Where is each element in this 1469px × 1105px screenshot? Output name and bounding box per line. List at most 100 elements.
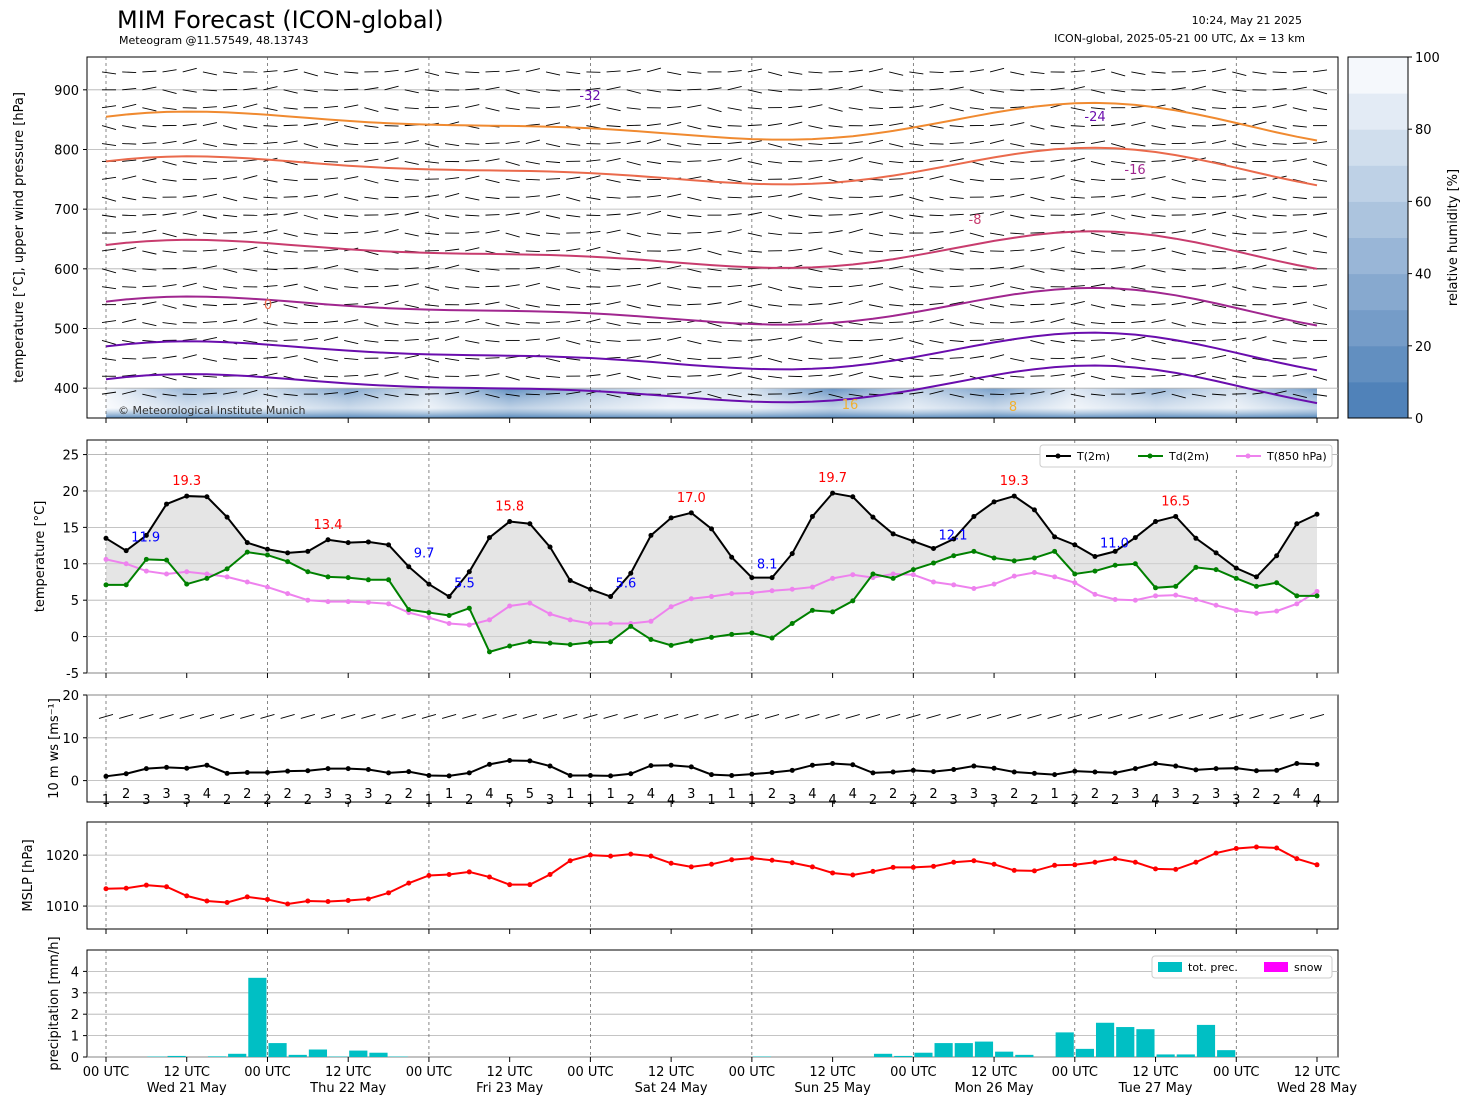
surface-wind-barb bbox=[462, 713, 477, 719]
wind-barb bbox=[142, 196, 157, 199]
wind-barb bbox=[828, 230, 843, 234]
y-tick-label: 25 bbox=[62, 449, 79, 464]
wind-barb bbox=[182, 304, 197, 308]
wind-barb bbox=[505, 69, 520, 73]
wind-barb bbox=[667, 106, 682, 109]
y-tick-label: 1 bbox=[71, 1030, 79, 1045]
surface-wind-barb bbox=[1047, 713, 1062, 719]
wind-barb bbox=[868, 322, 883, 324]
t850-point bbox=[1072, 580, 1078, 586]
wind-barb bbox=[545, 71, 561, 76]
wind-barb bbox=[263, 372, 278, 377]
surface-wind-barb bbox=[845, 713, 860, 719]
wind-barb bbox=[546, 249, 561, 252]
beaufort-label: 3 bbox=[1131, 787, 1139, 802]
wind-barb bbox=[364, 322, 379, 327]
wind-barb bbox=[646, 89, 662, 93]
min-temp-label: 11.0 bbox=[1100, 537, 1129, 552]
wind-barb bbox=[263, 125, 278, 127]
legend-label: snow bbox=[1294, 961, 1322, 974]
wind-barb bbox=[445, 71, 460, 75]
td2m-point bbox=[1294, 593, 1300, 599]
surface-wind-barb bbox=[260, 713, 275, 719]
wind-barb bbox=[727, 178, 742, 183]
wind-barb bbox=[808, 357, 823, 360]
wind-barb bbox=[525, 250, 540, 252]
wind-barb bbox=[384, 107, 399, 111]
wind-barb bbox=[1272, 88, 1287, 91]
td2m-point bbox=[910, 567, 916, 573]
wind-speed-point bbox=[951, 766, 957, 772]
wind-barb bbox=[626, 160, 641, 166]
wind-barb bbox=[566, 286, 581, 289]
beaufort-label: 2 bbox=[889, 787, 897, 802]
surface-wind-barb bbox=[240, 713, 255, 719]
wind-barb bbox=[263, 356, 278, 359]
wind-barb bbox=[828, 250, 843, 255]
wind-barb bbox=[364, 250, 379, 256]
wind-barb bbox=[1111, 232, 1126, 236]
t850-point bbox=[1314, 588, 1320, 594]
wind-barb bbox=[1050, 389, 1065, 395]
surface-wind-barb bbox=[179, 713, 194, 719]
wind-barb bbox=[263, 213, 278, 216]
wind-barb bbox=[1312, 89, 1328, 95]
min-temp-label: 11.9 bbox=[131, 531, 160, 546]
wind-barb bbox=[586, 339, 601, 344]
wind-barb bbox=[566, 357, 581, 361]
wind-barb bbox=[1090, 68, 1106, 73]
wind-barb bbox=[586, 268, 601, 272]
wind-barb bbox=[848, 300, 863, 306]
wind-barb bbox=[1252, 192, 1267, 198]
wind-barb bbox=[485, 178, 500, 184]
wind-barb bbox=[283, 124, 298, 127]
wind-barb bbox=[747, 375, 762, 380]
t850-point bbox=[264, 584, 270, 590]
beaufort-label: 1 bbox=[586, 793, 594, 808]
isotherm-label: 0 bbox=[264, 298, 272, 313]
wind-barb bbox=[1090, 339, 1106, 341]
wind-barb bbox=[1292, 301, 1307, 306]
wind-barb bbox=[929, 390, 944, 395]
wind-barb bbox=[606, 229, 621, 234]
wind-barb bbox=[989, 211, 1005, 216]
wind-barb bbox=[525, 89, 540, 93]
mslp-point bbox=[386, 890, 392, 896]
wind-barb bbox=[1252, 121, 1267, 127]
wind-barb bbox=[1151, 339, 1166, 345]
wind-barb bbox=[485, 268, 500, 271]
wind-barb bbox=[1090, 283, 1106, 288]
precip-bar bbox=[268, 1043, 287, 1057]
wind-barb bbox=[505, 322, 520, 325]
wind-barb bbox=[969, 304, 985, 309]
wind-barb bbox=[929, 247, 944, 252]
wind-barb bbox=[545, 286, 561, 291]
wind-speed-point bbox=[224, 770, 230, 776]
wind-barb bbox=[243, 159, 258, 162]
wind-barb bbox=[303, 286, 318, 292]
max-temp-label: 19.7 bbox=[818, 471, 847, 486]
wind-barb bbox=[747, 68, 762, 73]
wind-barb bbox=[182, 89, 197, 93]
wind-barb bbox=[1131, 193, 1146, 198]
isotherm bbox=[105, 286, 1318, 327]
wind-barb bbox=[727, 125, 742, 127]
wind-barb bbox=[1292, 250, 1307, 255]
surface-wind-barb bbox=[441, 713, 457, 719]
y-axis-label: MSLP [hPa] bbox=[21, 839, 36, 911]
wind-barb bbox=[1252, 71, 1267, 75]
wind-barb bbox=[1111, 71, 1126, 77]
wind-speed-point bbox=[1193, 767, 1199, 773]
wind-barb bbox=[707, 125, 722, 129]
wind-barb bbox=[525, 232, 540, 237]
td2m-point bbox=[850, 598, 856, 604]
mslp-point bbox=[1092, 859, 1098, 865]
wind-barb bbox=[384, 228, 399, 234]
wind-barb bbox=[667, 121, 682, 127]
wind-barb bbox=[1272, 286, 1287, 288]
wind-barb bbox=[1212, 322, 1227, 324]
t850-point bbox=[1031, 570, 1037, 576]
wind-barb bbox=[586, 246, 601, 252]
beaufort-label: 3 bbox=[344, 793, 352, 808]
t2m-point bbox=[749, 575, 755, 581]
